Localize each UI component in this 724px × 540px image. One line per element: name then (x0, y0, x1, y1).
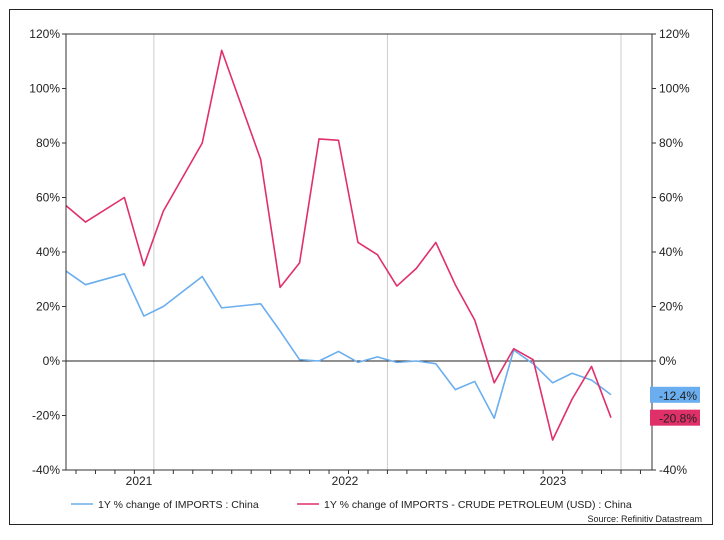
y-tick-label-left: 60% (36, 191, 60, 205)
y-tick-label-right: 0% (659, 354, 677, 368)
x-year-label: 2023 (540, 474, 567, 488)
y-tick-label-left: -40% (32, 463, 60, 477)
y-axis-left: -40% -20% 0% 20% 40% 60% 80% 100% 120% (29, 27, 66, 477)
x-year-label: 2021 (126, 474, 153, 488)
legend-label: 1Y % change of IMPORTS - CRUDE PETROLEUM… (324, 499, 632, 511)
series-lines (65, 49, 612, 441)
end-label-1: -12.4% (650, 386, 700, 403)
y-tick-label-left: 40% (36, 245, 60, 259)
y-tick-label-right: 20% (659, 300, 683, 314)
legend-item-1: 1Y % change of IMPORTS : China (71, 499, 259, 511)
legend-label: 1Y % change of IMPORTS : China (98, 499, 259, 511)
y-tick-label-left: 0% (43, 354, 61, 368)
y-tick-label-right: 60% (659, 191, 683, 205)
y-tick-label-right: -40% (659, 463, 687, 477)
y-tick-label-right: 120% (659, 27, 690, 41)
end-label-box (650, 409, 700, 426)
y-tick-label-right: 80% (659, 136, 683, 150)
end-label-box (650, 386, 700, 403)
x-axis: 2021 2022 2023 (75, 470, 641, 488)
y-tick-label-right: 40% (659, 245, 683, 259)
y-tick-label-left: 100% (29, 82, 60, 96)
source-note: Source: Refinitiv Datastream (587, 514, 702, 524)
end-value-labels: -12.4% -20.8% (650, 386, 700, 426)
series-line-1 (65, 270, 612, 420)
end-label-text: -12.4% (659, 389, 697, 403)
y-tick-label-left: 80% (36, 136, 60, 150)
y-tick-label-left: 20% (36, 300, 60, 314)
x-year-label: 2022 (332, 474, 359, 488)
y-tick-label-right: 100% (659, 82, 690, 96)
y-axis-right: -40%-20%0%20%40%60%80%100%120% (652, 27, 690, 477)
legend: 1Y % change of IMPORTS : China 1Y % chang… (71, 499, 632, 511)
gridlines (153, 34, 622, 470)
end-label-2: -20.8% (650, 409, 700, 426)
end-label-text: -20.8% (659, 412, 697, 426)
y-tick-label-left: -20% (32, 409, 60, 423)
chart-frame (9, 9, 713, 525)
series-line-2 (65, 49, 612, 441)
legend-item-2: 1Y % change of IMPORTS - CRUDE PETROLEUM… (297, 499, 632, 511)
y-tick-label-left: 120% (29, 27, 60, 41)
